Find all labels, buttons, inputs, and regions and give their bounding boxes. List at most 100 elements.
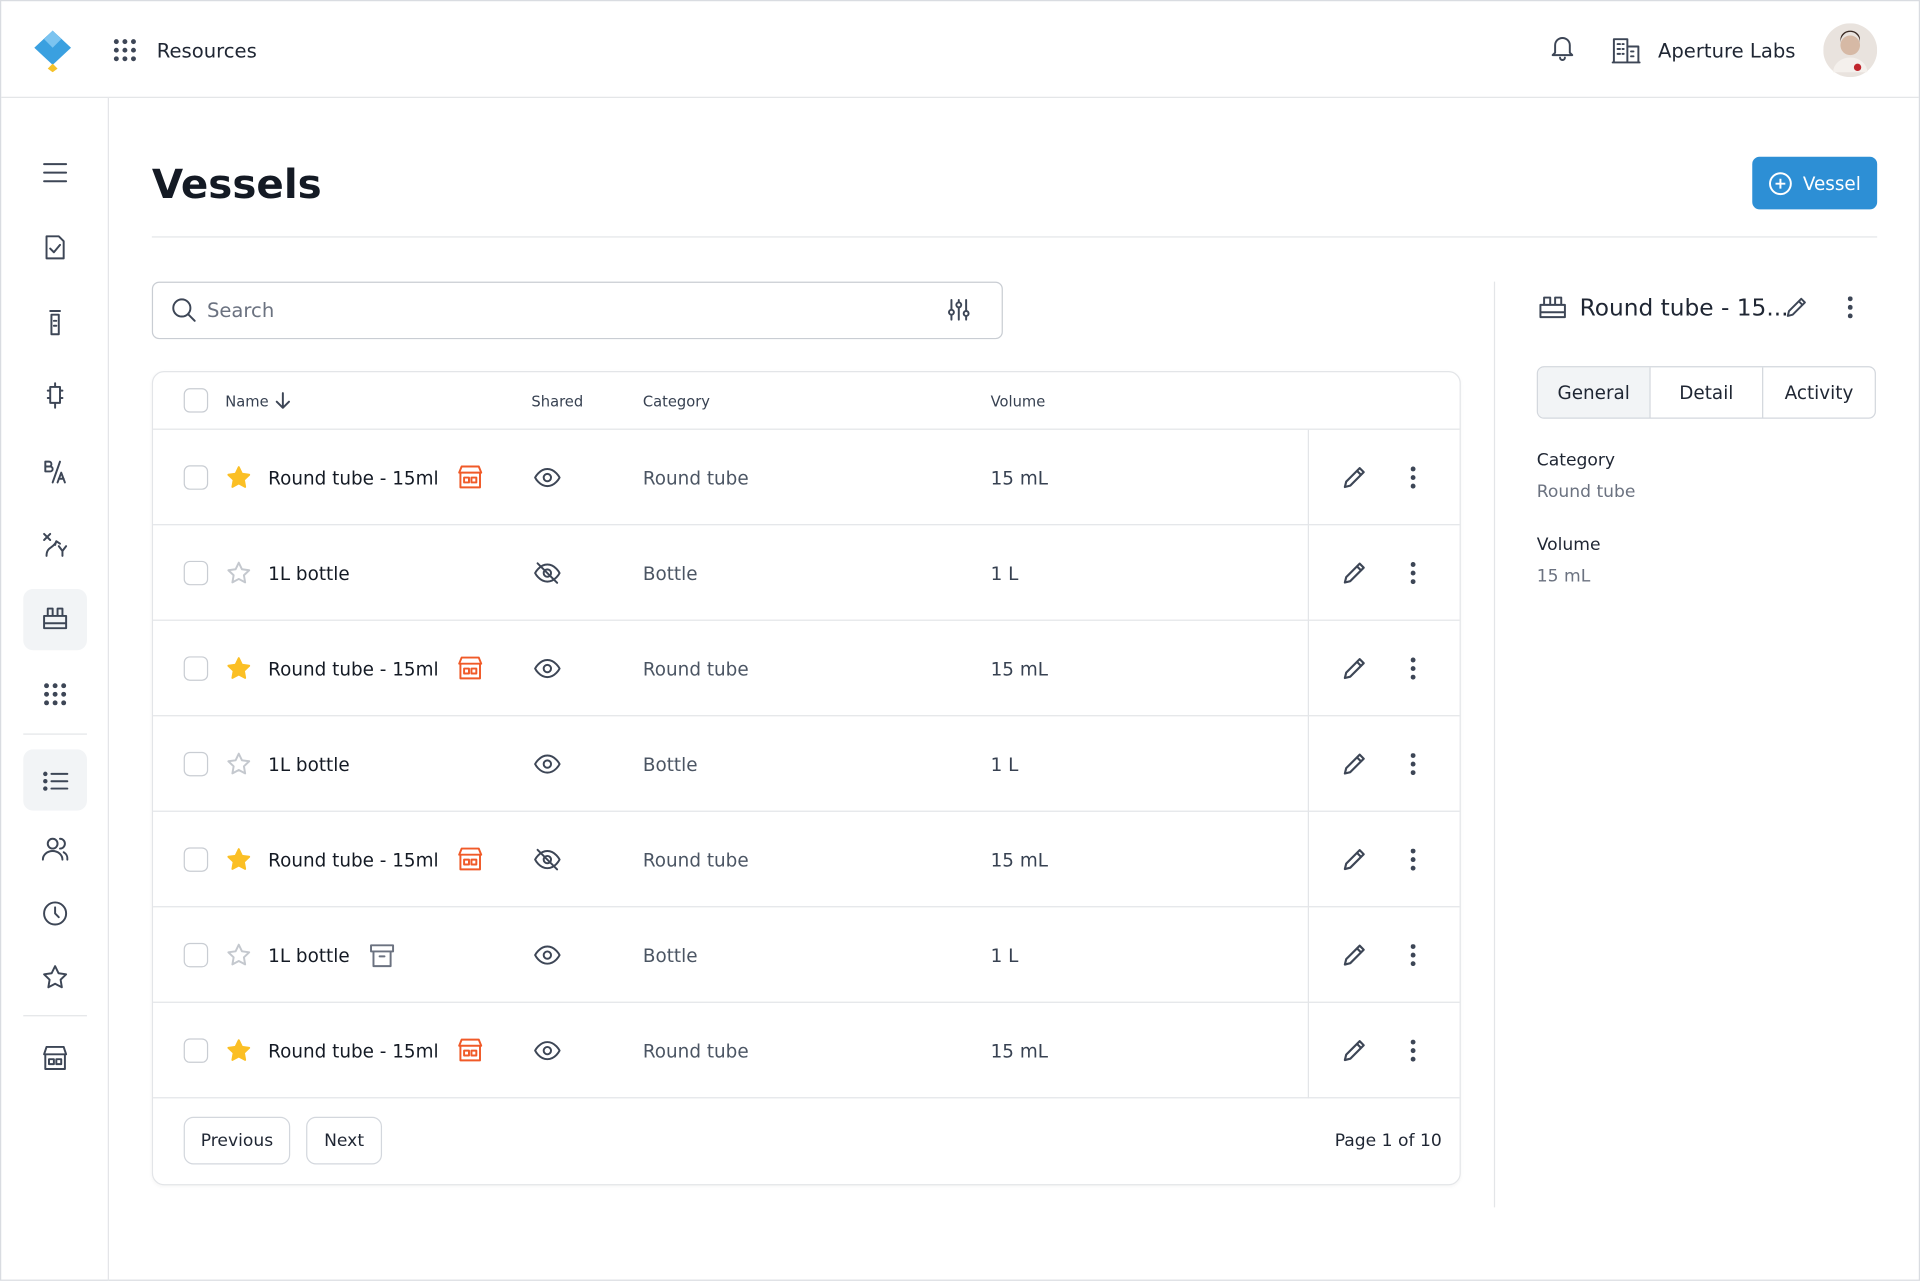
add-button[interactable]: Vessel bbox=[1752, 156, 1878, 210]
store-badge bbox=[458, 1038, 483, 1062]
store-badge bbox=[458, 847, 483, 871]
variables-icon[interactable] bbox=[42, 531, 69, 558]
org-name[interactable]: Aperture Labs bbox=[1657, 39, 1796, 63]
protocols-icon[interactable] bbox=[42, 234, 69, 261]
panel-divider bbox=[1493, 281, 1496, 1208]
row-volume: 15 mL bbox=[990, 467, 1048, 490]
favorites-icon[interactable] bbox=[42, 964, 69, 991]
star-filled[interactable] bbox=[227, 465, 251, 489]
shared-icon bbox=[534, 754, 561, 774]
tab[interactable]: Detail bbox=[1649, 367, 1762, 418]
tab[interactable]: General bbox=[1537, 367, 1650, 418]
row-volume: 1 L bbox=[990, 753, 1019, 776]
grid-icon[interactable] bbox=[42, 681, 69, 708]
row-name: Round tube - 15ml bbox=[268, 658, 439, 681]
edit-icon[interactable] bbox=[1341, 464, 1368, 491]
star-filled[interactable] bbox=[227, 656, 251, 680]
avatar[interactable] bbox=[1823, 23, 1878, 78]
menu-icon[interactable] bbox=[42, 159, 69, 186]
add-button-label: Vessel bbox=[1802, 172, 1861, 195]
app-name: Resources bbox=[156, 39, 257, 63]
row-name: Round tube - 15ml bbox=[268, 849, 439, 872]
field-value: Round tube bbox=[1536, 482, 1636, 503]
tabs: General Detail Activity bbox=[1536, 366, 1876, 419]
row-checkbox[interactable] bbox=[183, 942, 209, 968]
star-filled[interactable] bbox=[227, 847, 251, 871]
row-checkbox[interactable] bbox=[183, 1038, 209, 1063]
filter-icon[interactable] bbox=[947, 298, 971, 322]
star-empty[interactable] bbox=[227, 943, 251, 967]
shared-icon bbox=[534, 1041, 561, 1061]
more-icon[interactable] bbox=[1410, 657, 1416, 680]
list-icon[interactable] bbox=[42, 768, 69, 795]
action-divider bbox=[1307, 1002, 1309, 1099]
field-label: Category bbox=[1536, 450, 1616, 471]
row-volume: 15 mL bbox=[990, 1040, 1048, 1063]
row-name: 1L bottle bbox=[268, 562, 350, 585]
more-icon[interactable] bbox=[1410, 848, 1416, 871]
store-badge bbox=[458, 465, 483, 489]
edit-icon[interactable] bbox=[1341, 846, 1368, 873]
action-divider bbox=[1307, 525, 1309, 621]
logo[interactable] bbox=[32, 28, 74, 73]
row-checkbox[interactable] bbox=[183, 656, 209, 681]
edit-icon[interactable] bbox=[1341, 655, 1368, 682]
row-name: Round tube - 15ml bbox=[268, 1040, 439, 1063]
shared-icon bbox=[534, 945, 561, 965]
users-icon[interactable] bbox=[41, 835, 69, 862]
sidebar-active bbox=[23, 588, 87, 651]
row-category: Bottle bbox=[642, 753, 698, 776]
row-category: Round tube bbox=[642, 1040, 749, 1063]
formula-icon[interactable] bbox=[42, 458, 69, 485]
notifications[interactable] bbox=[1550, 34, 1574, 61]
apps-icon[interactable] bbox=[113, 38, 137, 62]
edit-icon[interactable] bbox=[1341, 942, 1368, 969]
column-header: Name bbox=[225, 393, 269, 411]
row-checkbox[interactable] bbox=[183, 465, 209, 490]
edit-icon[interactable] bbox=[1341, 560, 1368, 587]
not-shared-icon bbox=[534, 848, 561, 871]
more-icon[interactable] bbox=[1410, 753, 1416, 776]
search-box[interactable] bbox=[151, 281, 1003, 340]
star-filled[interactable] bbox=[227, 1038, 251, 1062]
column-header: Shared bbox=[531, 393, 584, 411]
star-empty[interactable] bbox=[227, 561, 251, 585]
row-category: Round tube bbox=[642, 658, 749, 681]
more-icon[interactable] bbox=[1410, 562, 1416, 585]
edit-icon[interactable] bbox=[1341, 1037, 1368, 1064]
action-divider bbox=[1307, 907, 1309, 1003]
select-all[interactable] bbox=[183, 388, 209, 413]
tab[interactable]: Activity bbox=[1762, 367, 1875, 418]
column-header: Category bbox=[642, 393, 710, 411]
row-volume: 1 L bbox=[990, 562, 1019, 585]
reagents-icon[interactable] bbox=[42, 309, 69, 336]
equipment-icon[interactable] bbox=[42, 382, 69, 409]
sidebar-divider bbox=[23, 1015, 87, 1017]
store-icon[interactable] bbox=[42, 1044, 69, 1071]
previous-button[interactable]: Previous bbox=[183, 1116, 291, 1165]
edit-icon[interactable] bbox=[1784, 295, 1808, 319]
row-checkbox[interactable] bbox=[183, 560, 209, 586]
org-icon[interactable] bbox=[1611, 37, 1641, 64]
store-badge bbox=[458, 656, 483, 680]
not-shared-icon bbox=[534, 562, 561, 584]
row-checkbox[interactable] bbox=[183, 847, 209, 872]
edit-icon[interactable] bbox=[1341, 751, 1368, 778]
action-divider bbox=[1307, 811, 1309, 908]
more-icon[interactable] bbox=[1847, 296, 1853, 319]
vessels-icon[interactable] bbox=[42, 606, 69, 633]
next-button[interactable]: Next bbox=[306, 1116, 383, 1165]
shared-icon bbox=[534, 659, 561, 679]
more-icon[interactable] bbox=[1410, 944, 1416, 967]
star-empty[interactable] bbox=[227, 752, 251, 776]
column-header: Volume bbox=[990, 393, 1046, 411]
more-icon[interactable] bbox=[1410, 1039, 1416, 1062]
action-divider bbox=[1307, 620, 1309, 717]
row-category: Round tube bbox=[642, 849, 749, 872]
sidebar-divider bbox=[23, 733, 87, 735]
row-divider bbox=[153, 1097, 1460, 1099]
history-icon[interactable] bbox=[42, 900, 69, 927]
more-icon[interactable] bbox=[1410, 466, 1416, 489]
row-checkbox[interactable] bbox=[183, 751, 209, 777]
